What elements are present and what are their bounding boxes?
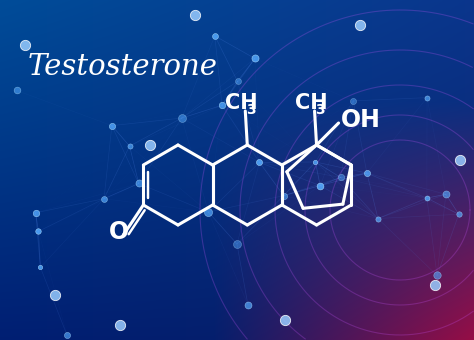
Point <box>205 209 212 215</box>
Point <box>100 196 108 201</box>
Point <box>255 160 263 165</box>
Point <box>63 332 71 337</box>
Point <box>349 98 357 104</box>
Point <box>316 183 324 188</box>
Text: Testosterone: Testosterone <box>28 53 218 81</box>
Point <box>423 195 430 201</box>
Point <box>433 273 441 278</box>
Point <box>234 79 241 84</box>
Point <box>32 210 39 216</box>
Point <box>363 170 371 176</box>
Point <box>442 191 450 197</box>
Point <box>337 175 345 180</box>
Point <box>135 181 143 186</box>
Point <box>280 193 287 198</box>
Point <box>36 265 44 270</box>
Point <box>13 88 20 93</box>
Point <box>311 159 319 165</box>
Point <box>423 95 431 100</box>
Text: 3: 3 <box>316 103 325 117</box>
Point <box>178 115 185 121</box>
Point <box>281 317 289 323</box>
Point <box>456 157 464 163</box>
Text: 3: 3 <box>246 103 256 117</box>
Text: CH: CH <box>225 93 258 113</box>
Text: OH: OH <box>340 108 381 132</box>
Point <box>35 229 42 234</box>
Point <box>218 103 226 108</box>
Point <box>244 302 252 307</box>
Point <box>21 42 29 48</box>
Text: O: O <box>109 220 129 244</box>
Text: CH: CH <box>294 93 327 113</box>
Point <box>374 216 382 221</box>
Point <box>108 123 116 129</box>
Point <box>356 22 364 28</box>
Point <box>51 292 59 298</box>
Point <box>146 142 154 148</box>
Point <box>116 322 124 328</box>
Point <box>233 241 241 246</box>
Point <box>431 282 439 288</box>
Point <box>455 211 463 217</box>
Point <box>191 12 199 18</box>
Point <box>251 56 259 61</box>
Point <box>211 33 219 39</box>
Point <box>126 143 133 149</box>
